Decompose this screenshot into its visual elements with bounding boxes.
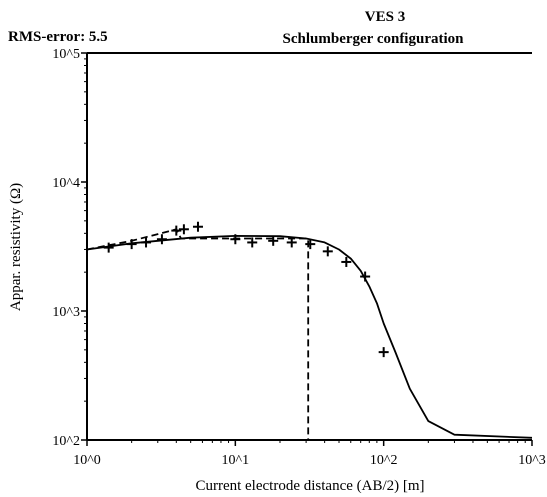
data-point-marker xyxy=(268,235,279,246)
y-tick-label: 10^5 xyxy=(52,47,80,62)
layer-model-dashed-line xyxy=(86,228,310,440)
chart-title: VES 3 xyxy=(365,9,405,25)
data-point-marker xyxy=(305,239,316,250)
y-axis-label: Appar. resistivity (Ω) xyxy=(8,183,24,311)
data-point-marker xyxy=(247,237,258,248)
x-axis-label: Current electrode distance (AB/2) [m] xyxy=(195,478,424,494)
data-point-marker xyxy=(322,246,333,257)
y-tick-label: 10^4 xyxy=(52,176,80,191)
x-tick-label: 10^1 xyxy=(222,453,250,468)
data-point-marker xyxy=(192,221,203,232)
y-tick-label: 10^2 xyxy=(52,434,80,449)
x-tick-label: 10^3 xyxy=(518,453,546,468)
y-tick-label: 10^3 xyxy=(52,305,80,320)
series-layer xyxy=(86,221,533,440)
axis-ticks: 10^0 10^1 10^2 10^3 10^2 10^3 10^4 10^5 xyxy=(52,47,545,468)
x-tick-label: 10^2 xyxy=(370,453,398,468)
data-point-marker xyxy=(341,256,352,267)
fitted-curve-line xyxy=(86,235,533,439)
data-point-marker xyxy=(178,224,189,235)
chart-subtitle: Schlumberger configuration xyxy=(283,31,465,47)
data-point-marker xyxy=(378,347,389,358)
rms-error-annotation: RMS-error: 5.5 xyxy=(8,29,108,45)
x-tick-label: 10^0 xyxy=(73,453,101,468)
